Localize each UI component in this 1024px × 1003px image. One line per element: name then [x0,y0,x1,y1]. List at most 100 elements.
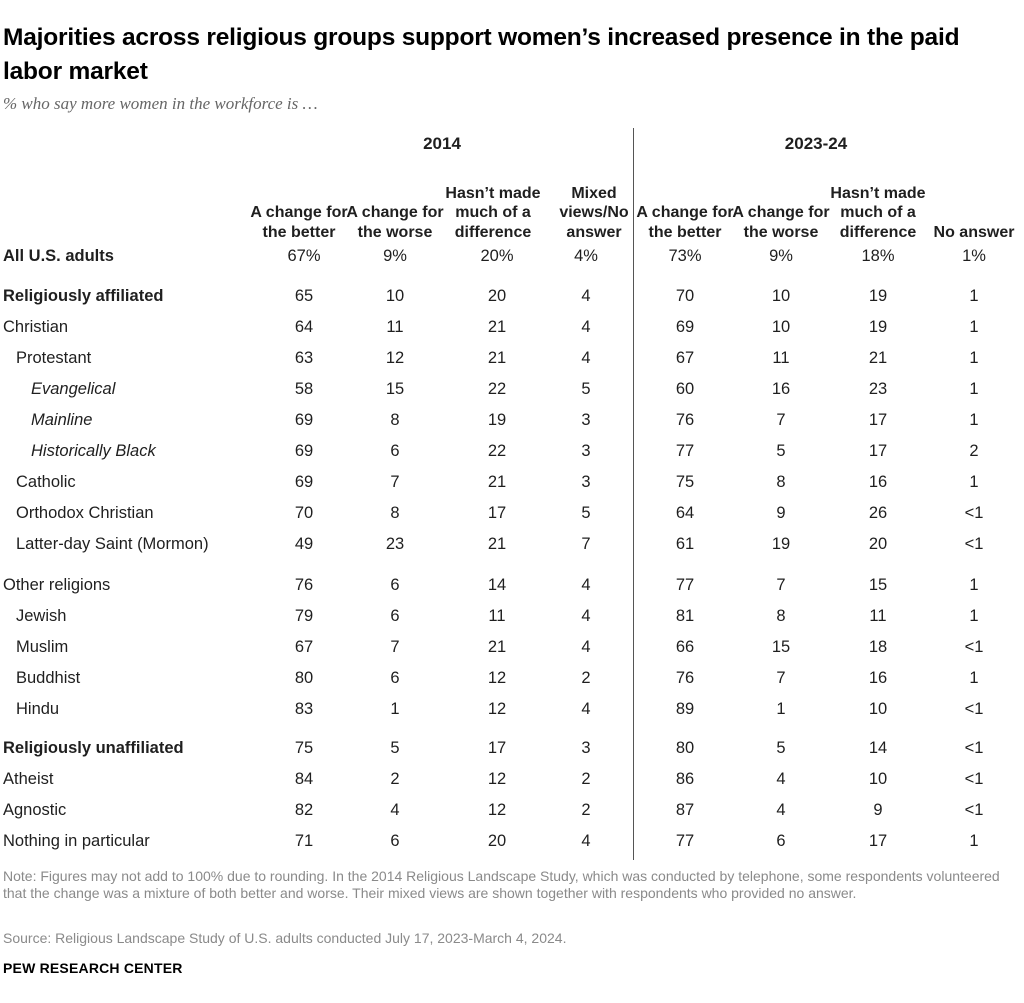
table-cell: 81 [675,607,695,625]
table-cell: 6 [390,669,400,687]
table-cell: <1 [964,638,984,656]
table-cell: 63 [294,349,314,367]
table-cell: 7 [776,411,786,429]
table-cell: 11 [869,607,887,625]
table-cell: 11 [488,607,506,625]
row-label: Agnostic [3,801,67,819]
table-cell: 67 [294,638,314,656]
row-label: Jewish [16,607,67,625]
row-label: All U.S. adults [3,247,114,265]
table-cell: 20 [868,535,888,553]
table-cell: 86 [675,770,695,788]
table-cell: 7 [776,669,786,687]
table-cell: 4 [581,576,591,594]
column-header: A change for the better [250,204,348,241]
table-cell: 22 [487,380,507,398]
table-cell: 3 [581,473,591,491]
table-cell: <1 [964,535,984,553]
table-cell: 21 [868,349,888,367]
table-row: Evangelical 58 15 22 5 60 16 23 1 [0,375,1024,403]
table-cell: 14 [487,576,507,594]
table-cell: 12 [487,669,507,687]
table-cell: 87 [675,801,695,819]
table-cell: 2 [390,770,400,788]
table-cell: 10 [771,287,791,305]
table-cell: 67 [675,349,695,367]
table-cell: 12 [487,801,507,819]
table-row: Orthodox Christian 70 8 17 5 64 9 26 <1 [0,499,1024,527]
table-cell: 71 [294,832,314,850]
table-cell: 23 [385,535,405,553]
row-label: Nothing in particular [3,832,150,850]
table-cell: 9 [776,504,786,522]
table-cell: 8 [390,504,400,522]
column-header: Hasn’t made much of a difference [445,184,541,241]
table-cell: 10 [385,287,405,305]
table-cell: 1 [969,473,979,491]
table-cell: 79 [294,607,314,625]
source-note: Source: Religious Landscape Study of U.S… [3,930,567,946]
table-cell: 17 [868,411,888,429]
table-cell: 26 [868,504,888,522]
table-row: Agnostic 82 4 12 2 87 4 9 <1 [0,796,1024,824]
table-cell: 8 [776,473,786,491]
table-cell: 4% [574,247,598,265]
table-cell: 64 [294,318,314,336]
table-cell: 6 [390,442,400,460]
table-cell: <1 [964,504,984,522]
period-divider [633,128,634,860]
row-label: Historically Black [31,442,156,460]
table-cell: 21 [487,638,507,656]
table-cell: 1 [969,832,979,850]
table-cell: 82 [294,801,314,819]
table-cell: 15 [868,576,888,594]
table-row: Historically Black 69 6 22 3 77 5 17 2 [0,437,1024,465]
table-cell: 1 [969,287,979,305]
table-cell: 1 [969,607,979,625]
table-cell: 5 [776,442,786,460]
row-label: Orthodox Christian [16,504,154,522]
table-cell: 3 [581,442,591,460]
table-cell: 4 [581,349,591,367]
table-row: Protestant 63 12 21 4 67 11 21 1 [0,344,1024,372]
table-cell: 19 [487,411,507,429]
table-cell: 2 [581,669,591,687]
table-cell: 80 [294,669,314,687]
table-cell: 9% [769,247,793,265]
column-header: A change for the worse [732,204,830,241]
table-cell: 1 [969,576,979,594]
column-header: Hasn’t made much of a difference [830,184,926,241]
table-cell: 6 [390,576,400,594]
table-cell: 2 [581,801,591,819]
row-label: Buddhist [16,669,81,687]
table-cell: 4 [776,770,786,788]
column-header: Mixed views/No answer [559,184,629,241]
table-cell: 70 [675,287,695,305]
table-cell: 9 [873,801,883,819]
table-cell: 7 [390,473,400,491]
table-cell: 7 [390,638,400,656]
table-cell: 69 [294,473,314,491]
table-row: Christian 64 11 21 4 69 10 19 1 [0,313,1024,341]
table-cell: 2 [581,770,591,788]
table-cell: 17 [487,504,507,522]
table-row: Other religions 76 6 14 4 77 7 15 1 [0,571,1024,599]
table-row: All U.S. adults 67% 9% 20% 4% 73% 9% 18% 1% [0,242,1024,270]
table-cell: 8 [390,411,400,429]
table-cell: 10 [868,770,888,788]
row-label: Christian [3,318,69,336]
table-cell: 5 [581,380,591,398]
table-cell: 7 [581,535,591,553]
table-cell: 20% [480,247,514,265]
table-cell: 1 [776,700,786,718]
table-cell: 17 [868,832,888,850]
table-cell: 66 [675,638,695,656]
chart-subtitle: % who say more women in the workforce is… [3,94,318,113]
table-cell: <1 [964,770,984,788]
group-header-2014: 2014 [423,134,461,153]
table-cell: 60 [675,380,695,398]
table-cell: 1 [969,380,979,398]
table-row: Buddhist 80 6 12 2 76 7 16 1 [0,664,1024,692]
table-cell: 23 [868,380,888,398]
table-cell: 4 [581,638,591,656]
